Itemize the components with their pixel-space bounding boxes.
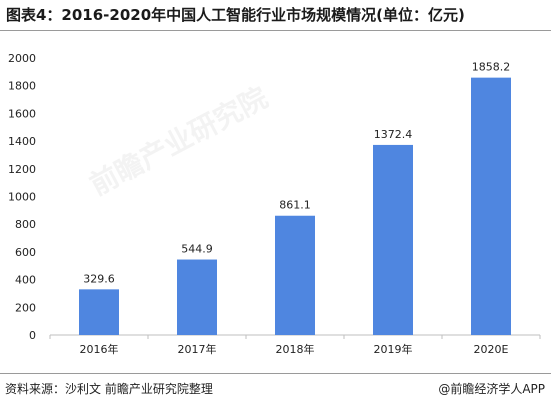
- bar-value-label: 1858.2: [472, 61, 511, 74]
- credit-note: @前瞻经济学人APP: [438, 382, 545, 396]
- x-tick-label: 2016年: [80, 342, 119, 356]
- y-tick-label: 1800: [8, 80, 36, 93]
- bar-value-labels: 329.6 544.9 861.1 1372.4 1858.2: [83, 61, 510, 286]
- y-tick-label: 600: [15, 246, 36, 259]
- y-tick-label: 200: [15, 301, 36, 314]
- y-tick-label: 800: [15, 218, 36, 231]
- bar-value-label: 544.9: [181, 243, 213, 256]
- y-tick-label: 1400: [8, 135, 36, 148]
- y-tick-label: 400: [15, 274, 36, 287]
- footer-divider: [0, 373, 551, 374]
- x-tick-label: 2019年: [374, 342, 413, 356]
- bar-value-label: 1372.4: [374, 128, 413, 141]
- x-tick-label: 2018年: [276, 342, 315, 356]
- chart-title: 图表4：2016-2020年中国人工智能行业市场规模情况(单位：亿元): [6, 6, 465, 24]
- x-tick-label: 2017年: [178, 342, 217, 356]
- y-tick-label: 1200: [8, 163, 36, 176]
- bar: [275, 215, 315, 335]
- y-axis: 0 200 400 600 800 1000 1200 1400 1600 1800 2000: [8, 52, 36, 342]
- bar-value-label: 861.1: [279, 199, 311, 212]
- bar-value-label: 329.6: [83, 272, 115, 285]
- x-axis: 2016年 2017年 2018年 2019年 2020E: [49, 334, 541, 356]
- bar: [79, 289, 119, 335]
- bars-group: [79, 77, 511, 336]
- bar-chart: 0 200 400 600 800 1000 1200 1400 1600 1800 2000 20…: [8, 52, 541, 356]
- y-tick-label: 1600: [8, 107, 36, 120]
- y-tick-label: 2000: [8, 52, 36, 65]
- bar: [471, 77, 511, 336]
- bar: [373, 144, 413, 335]
- source-note: 资料来源：沙利文 前瞻产业研究院整理: [5, 382, 213, 396]
- x-tick-label: 2020E: [474, 343, 509, 356]
- bar: [177, 259, 217, 335]
- title-divider: [0, 30, 551, 31]
- y-tick-label: 1000: [8, 191, 36, 204]
- y-tick-label: 0: [29, 329, 36, 342]
